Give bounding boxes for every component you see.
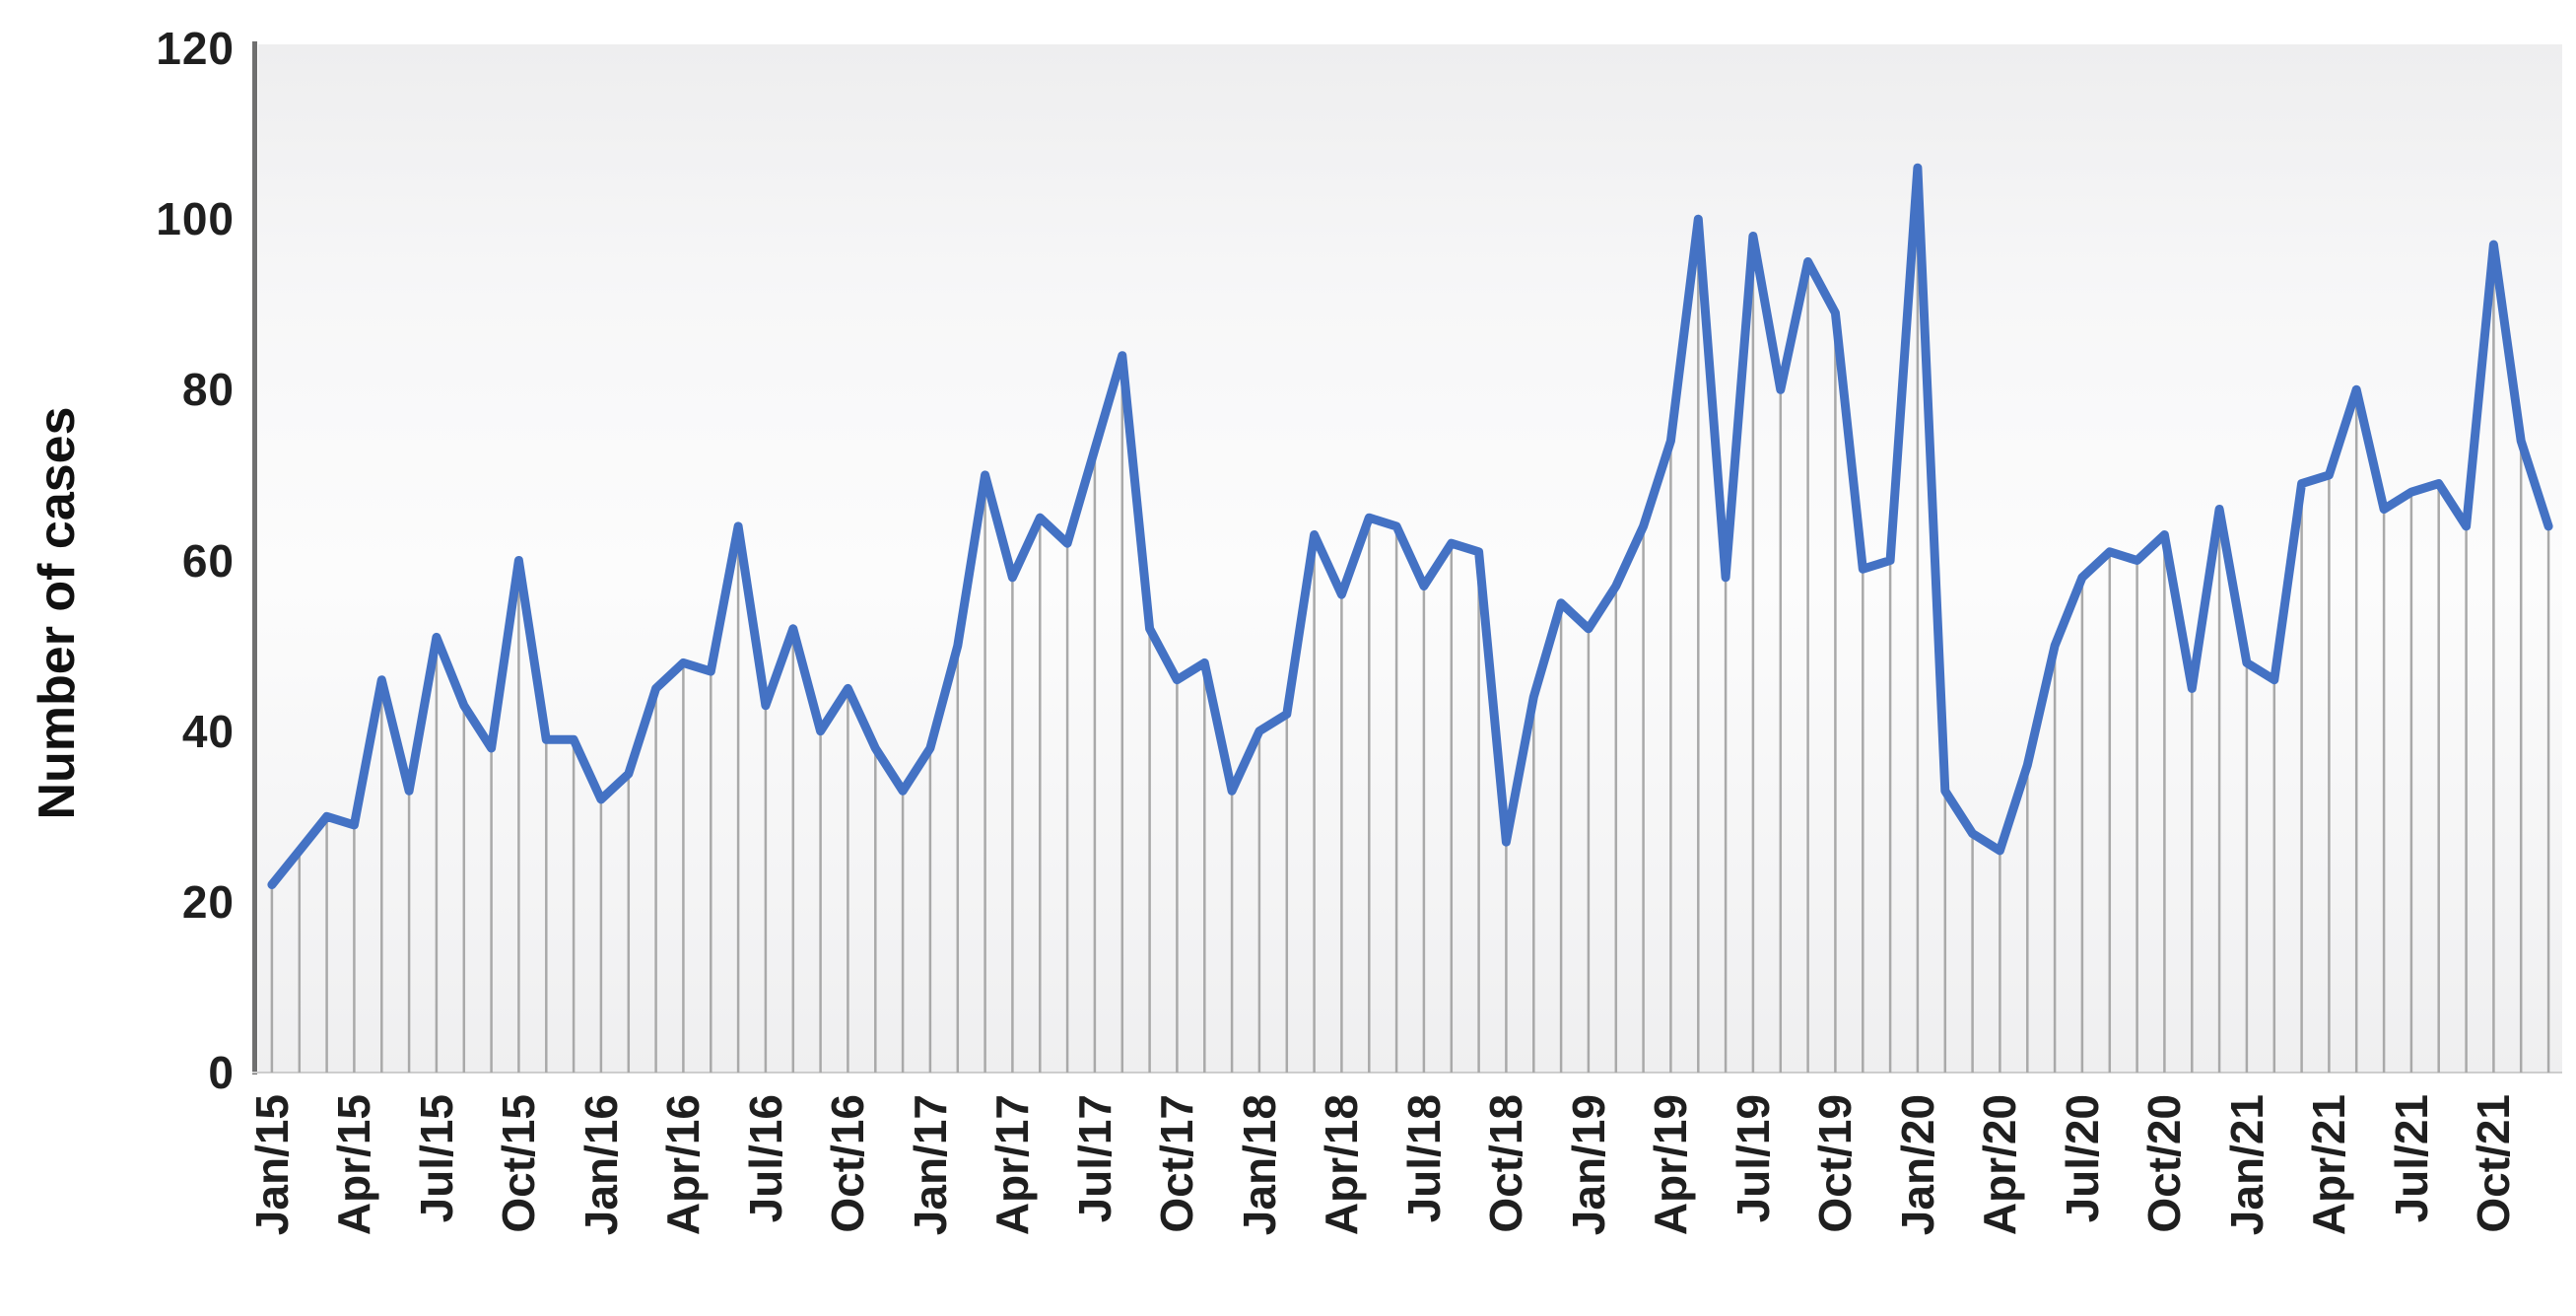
- x-tick-label: Jan/21: [2220, 1094, 2272, 1236]
- x-tick-label: Apr/21: [2303, 1094, 2355, 1236]
- x-tick-label: Oct/17: [1151, 1094, 1203, 1233]
- x-tick-label: Jul/19: [1727, 1094, 1779, 1223]
- x-tick-label: Jan/17: [904, 1094, 956, 1236]
- x-tick-label: Jan/19: [1562, 1094, 1614, 1236]
- x-tick-label: Jul/17: [1068, 1094, 1120, 1223]
- x-tick-label: Jan/20: [1891, 1094, 1943, 1236]
- x-tick-label: Jul/16: [739, 1094, 791, 1223]
- droplines-group: [270, 172, 2550, 1073]
- x-tick-label: Jul/15: [410, 1094, 462, 1223]
- x-axis-line: [252, 1072, 2562, 1074]
- x-tick-label: Apr/20: [1974, 1094, 2026, 1236]
- x-tick-label: Apr/15: [328, 1094, 380, 1236]
- x-tick-label: Jul/20: [2056, 1094, 2108, 1223]
- x-tick-label: Oct/16: [822, 1094, 874, 1233]
- x-tick-label: Oct/15: [493, 1094, 545, 1233]
- y-tick-label: 60: [181, 534, 235, 587]
- x-tick-label: Jul/18: [1397, 1094, 1450, 1223]
- x-tick-label: Jul/21: [2385, 1094, 2437, 1223]
- x-tick-label: Oct/18: [1480, 1094, 1532, 1233]
- y-tick-label: 0: [208, 1047, 235, 1098]
- x-tick-label: Apr/16: [657, 1094, 710, 1236]
- x-tick-label: Apr/18: [1316, 1094, 1368, 1236]
- x-tick-label: Jan/15: [245, 1094, 298, 1236]
- x-tick-label: Jan/18: [1233, 1094, 1285, 1236]
- cases-line-series: [267, 163, 2553, 889]
- y-tick-label: 20: [181, 875, 235, 928]
- x-tick-label: Apr/19: [1645, 1094, 1697, 1236]
- y-tick-label: 100: [156, 193, 235, 245]
- x-tick-label: Jan/16: [575, 1094, 627, 1236]
- y-tick-label: 80: [181, 364, 235, 416]
- y-axis-line: [252, 41, 257, 1074]
- y-tick-label: 40: [181, 705, 235, 757]
- x-tick-label: Oct/19: [1809, 1094, 1862, 1233]
- x-tick-label: Oct/21: [2468, 1094, 2520, 1233]
- y-tick-label: 120: [156, 23, 235, 74]
- x-tick-label: Apr/17: [986, 1094, 1039, 1236]
- x-tick-label: Oct/20: [2138, 1094, 2191, 1233]
